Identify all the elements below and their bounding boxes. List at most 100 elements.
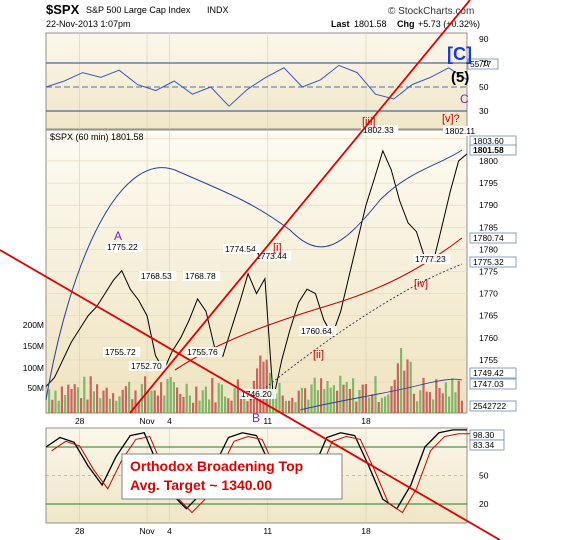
price-label-box xyxy=(129,361,167,371)
volume-bar xyxy=(153,390,156,413)
volume-bar xyxy=(329,387,332,413)
volume-bar xyxy=(454,392,457,413)
volume-bar xyxy=(371,394,374,413)
chg-label: Chg xyxy=(397,19,415,29)
volume-bar xyxy=(51,399,54,413)
volume-bar xyxy=(73,384,76,413)
wave-label: (5) xyxy=(451,69,469,86)
volume-bar xyxy=(361,384,364,413)
volume-bar xyxy=(233,387,236,413)
volume-bar xyxy=(316,390,319,413)
volume-bar xyxy=(412,393,415,413)
volume-bar xyxy=(156,395,159,413)
volume-bar xyxy=(435,379,438,413)
volume-bar xyxy=(352,378,355,413)
volume-bar xyxy=(131,399,134,413)
wave-label: [v]? xyxy=(442,113,460,125)
volume-bar xyxy=(124,386,127,413)
annotation-line1: Orthodox Broadening Top xyxy=(130,458,303,474)
volume-bar xyxy=(220,384,223,413)
volume-bar xyxy=(320,378,323,413)
volume-bar xyxy=(384,396,387,413)
price-label: 1775.22 xyxy=(107,242,138,252)
volume-bar xyxy=(400,347,403,413)
price-y-tick: 1790 xyxy=(479,200,498,210)
volume-bar xyxy=(396,363,399,413)
volume-bar xyxy=(422,377,425,413)
volume-bar xyxy=(118,396,121,413)
annotation-box xyxy=(121,453,343,500)
wave-label: [ii] xyxy=(313,349,324,361)
broadening-lower-line xyxy=(0,249,501,540)
volume-bar xyxy=(262,361,265,413)
price-label-box xyxy=(103,347,141,357)
volume-tick: 100M xyxy=(23,363,44,373)
volume-bar xyxy=(76,387,79,413)
volume-bar xyxy=(236,379,239,413)
volume-bar xyxy=(134,390,137,413)
stoch-y-tick: 20 xyxy=(479,499,489,509)
price-label-box xyxy=(239,389,277,399)
volume-bar xyxy=(147,390,150,413)
rsi-panel xyxy=(45,32,468,130)
x-tick-label: Nov xyxy=(139,416,155,426)
price-label-box xyxy=(223,244,261,254)
volume-bar xyxy=(243,395,246,413)
price-legend: $SPX (60 min) 1801.58 xyxy=(50,132,144,142)
x-tick-label: 18 xyxy=(361,526,371,536)
volume-bar xyxy=(208,399,211,413)
price-label: 1746.20 xyxy=(241,389,272,399)
volume-bar xyxy=(284,400,287,413)
volume-bar xyxy=(240,389,243,413)
price-label: 1760.64 xyxy=(301,326,332,336)
broadening-upper-line xyxy=(129,0,471,414)
volume-bar xyxy=(230,400,233,413)
volume-bar xyxy=(70,389,73,413)
volume-bar xyxy=(380,397,383,413)
price-y-tick: 1760 xyxy=(479,333,498,343)
volume-bar xyxy=(288,400,291,413)
volume-bar xyxy=(121,389,124,413)
volume-bar xyxy=(297,390,300,413)
volume-bar xyxy=(83,376,86,413)
volume-bar xyxy=(99,398,102,413)
volume-bar xyxy=(96,384,99,413)
wave-label: [C] xyxy=(447,44,472,64)
volume-bar xyxy=(368,397,371,413)
price-y-tick: 1780 xyxy=(479,244,498,254)
volume-bar xyxy=(179,393,182,413)
price-label-box xyxy=(139,271,177,281)
volume-bar xyxy=(278,382,281,413)
right-axis-value-box xyxy=(469,378,517,390)
price-label: 1755.76 xyxy=(187,347,218,357)
volume-bar xyxy=(460,400,463,413)
price-y-tick: 1755 xyxy=(479,355,498,365)
right-axis-value-box xyxy=(469,367,517,379)
wave-label: A xyxy=(114,229,122,243)
volume-bar xyxy=(332,385,335,413)
volume-bar xyxy=(416,401,419,413)
price-label-box xyxy=(413,254,451,264)
price-y-tick: 1775 xyxy=(479,267,498,277)
right-axis-value: 1780.74 xyxy=(473,233,504,243)
volume-tick: 150M xyxy=(23,341,44,351)
volume-bar xyxy=(160,382,163,413)
volume-bar xyxy=(246,401,249,413)
volume-bar xyxy=(444,382,447,413)
price-label-box xyxy=(361,125,399,135)
x-tick-label: 4 xyxy=(167,526,172,536)
price-label: 1802.11 xyxy=(445,126,475,136)
volume-bar xyxy=(182,396,185,413)
volume-bar xyxy=(345,381,348,413)
volume-bar xyxy=(224,396,227,413)
volume-bar xyxy=(438,387,441,413)
wave-label: C xyxy=(460,92,469,106)
x-tick-label: 11 xyxy=(263,526,272,536)
x-tick-label: 28 xyxy=(75,526,85,536)
stoch-value-box xyxy=(469,439,505,451)
volume-tick: 200M xyxy=(23,320,44,330)
price-label: 1755.72 xyxy=(105,347,136,357)
volume-bar xyxy=(67,384,70,413)
price-y-tick: 1785 xyxy=(479,222,498,232)
